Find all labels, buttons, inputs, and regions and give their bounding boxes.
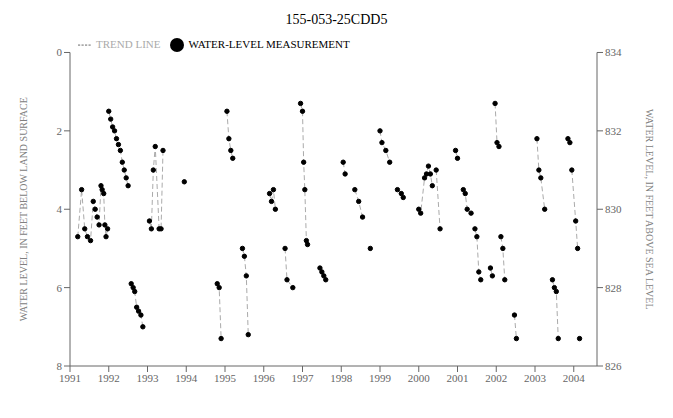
svg-text:828: 828: [605, 282, 622, 294]
svg-text:1992: 1992: [98, 372, 120, 384]
svg-text:830: 830: [605, 203, 622, 215]
svg-text:1997: 1997: [292, 372, 315, 384]
svg-text:832: 832: [605, 125, 622, 137]
svg-text:1998: 1998: [330, 372, 353, 384]
svg-text:2: 2: [57, 125, 63, 137]
svg-text:2000: 2000: [408, 372, 431, 384]
svg-text:WATER LEVEL, IN FEET ABOVE SEA: WATER LEVEL, IN FEET ABOVE SEA LEVEL: [644, 109, 655, 310]
svg-text:WATER LEVEL, IN FEET BELOW LAN: WATER LEVEL, IN FEET BELOW LAND SURFACE: [18, 97, 29, 321]
svg-text:1991: 1991: [59, 372, 81, 384]
svg-text:1996: 1996: [253, 372, 276, 384]
svg-text:4: 4: [57, 203, 63, 215]
svg-text:2002: 2002: [485, 372, 507, 384]
svg-text:834: 834: [605, 46, 622, 58]
html-text:WATER-LEVEL MEASUREMENT: WATER-LEVEL MEASUREMENT: [188, 38, 350, 50]
svg-text:0: 0: [57, 46, 63, 58]
svg-text:6: 6: [57, 282, 63, 294]
svg-text:2001: 2001: [447, 372, 469, 384]
svg-text:1999: 1999: [369, 372, 392, 384]
svg-text:8: 8: [57, 360, 63, 372]
svg-text:1994: 1994: [175, 372, 198, 384]
svg-text:2003: 2003: [524, 372, 547, 384]
svg-text:826: 826: [605, 360, 622, 372]
html-text:TREND LINE: TREND LINE: [96, 38, 161, 50]
html-text:155-053-25CDD5: 155-053-25CDD5: [285, 12, 388, 27]
svg-text:2004: 2004: [563, 372, 586, 384]
svg-text:1993: 1993: [137, 372, 160, 384]
svg-text:1995: 1995: [214, 372, 237, 384]
